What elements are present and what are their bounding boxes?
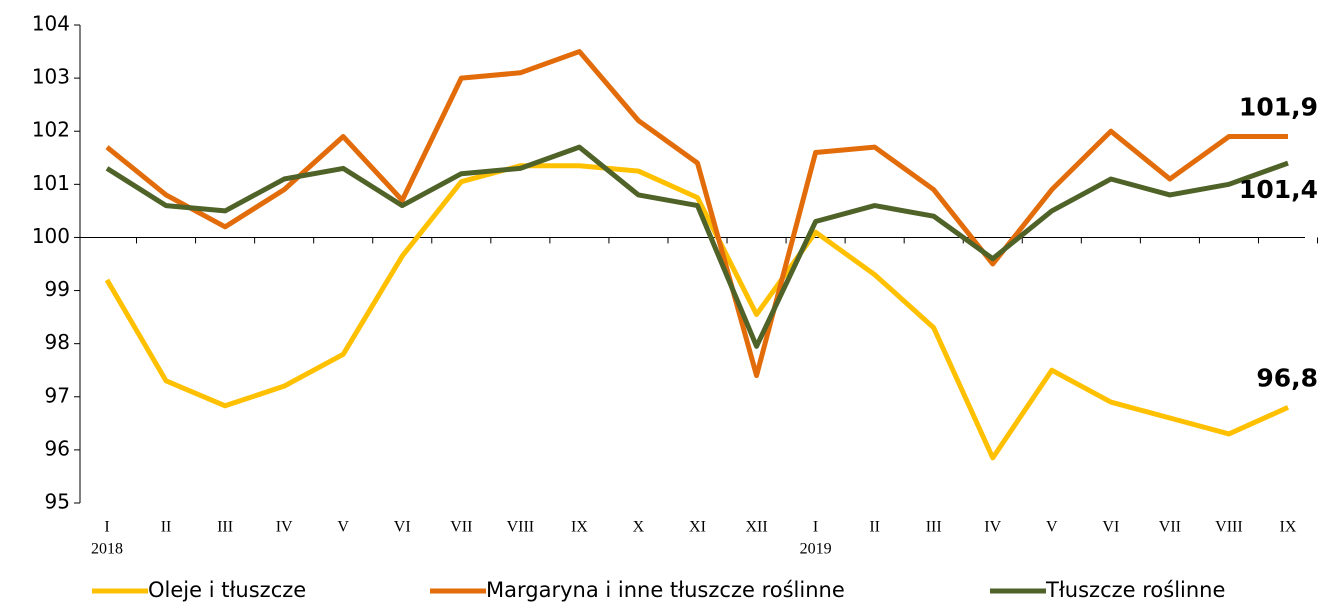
value-label: 101,9 bbox=[1239, 93, 1318, 122]
y-tick-label: 103 bbox=[32, 65, 70, 89]
x-tick-label: IV bbox=[984, 519, 1001, 536]
y-tick-label: 102 bbox=[32, 118, 70, 142]
x-tick-label: VII bbox=[450, 519, 472, 536]
legend-label: Oleje i tłuszcze bbox=[148, 578, 306, 602]
x-tick-label: I bbox=[813, 519, 818, 536]
x-tick-label: II bbox=[161, 519, 172, 536]
x-tick-label: VIII bbox=[1215, 519, 1243, 536]
x-tick-label: I bbox=[104, 519, 109, 536]
y-tick-label: 101 bbox=[32, 171, 70, 195]
x-group-label: 2019 bbox=[800, 541, 832, 558]
y-tick-label: 104 bbox=[32, 12, 70, 36]
x-group-label: 2018 bbox=[91, 541, 123, 558]
y-tick-label: 97 bbox=[45, 383, 70, 407]
x-tick-label: XII bbox=[745, 519, 767, 536]
series-line bbox=[104, 163, 1290, 461]
x-tick-label: VIII bbox=[507, 519, 535, 536]
series-line bbox=[105, 144, 1289, 349]
x-tick-label: V bbox=[1046, 519, 1058, 536]
x-tick-label: VI bbox=[1102, 519, 1119, 536]
x-tick-label: X bbox=[633, 519, 645, 536]
legend-label: Tłuszcze roślinne bbox=[1045, 578, 1225, 602]
x-tick-label: VII bbox=[1159, 519, 1181, 536]
series-line bbox=[105, 49, 1288, 379]
x-tick-label: XI bbox=[689, 519, 706, 536]
x-tick-label: VI bbox=[394, 519, 411, 536]
y-tick-label: 95 bbox=[45, 490, 70, 514]
x-tick-label: III bbox=[217, 519, 233, 536]
y-tick-label: 96 bbox=[45, 436, 70, 460]
value-label: 96,8 bbox=[1256, 363, 1318, 392]
x-tick-label: V bbox=[337, 519, 349, 536]
x-tick-label: IX bbox=[1280, 519, 1297, 536]
y-tick-label: 98 bbox=[45, 330, 70, 354]
value-label: 101,4 bbox=[1239, 175, 1318, 204]
x-tick-label: IX bbox=[571, 519, 588, 536]
y-tick-label: 99 bbox=[45, 277, 70, 301]
legend-label: Margaryna i inne tłuszcze roślinne bbox=[486, 578, 845, 602]
x-tick-label: II bbox=[869, 519, 880, 536]
x-tick-label: IV bbox=[276, 519, 293, 536]
y-tick-label: 100 bbox=[32, 224, 70, 248]
x-tick-label: III bbox=[926, 519, 942, 536]
